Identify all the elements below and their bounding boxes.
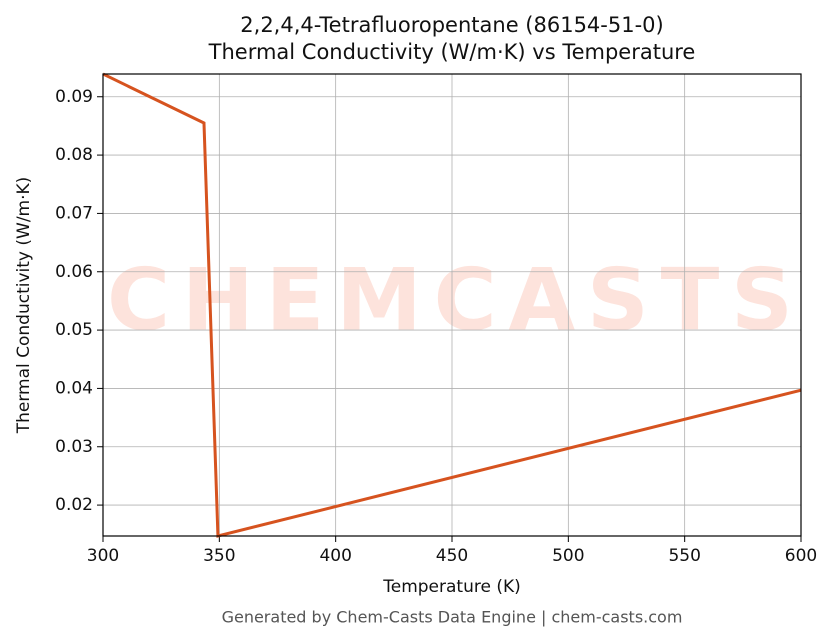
x-tick-label: 350: [203, 546, 235, 566]
y-tick-label: 0.04: [55, 378, 93, 398]
x-tick-label: 400: [319, 546, 351, 566]
y-tick-label: 0.08: [55, 145, 93, 165]
x-tick-label: 450: [436, 546, 468, 566]
plot-frame: [102, 73, 802, 537]
y-axis-label: Thermal Conductivity (W/m·K): [14, 177, 34, 435]
y-tick-label: 0.07: [55, 203, 93, 223]
data-line: [103, 72, 801, 538]
y-tick-label: 0.06: [55, 262, 93, 282]
footer: Generated by Chem-Casts Data Engine | ch…: [222, 608, 683, 627]
x-axis-label: Temperature (K): [382, 577, 521, 597]
y-tick-label: 0.05: [55, 320, 93, 340]
x-tick-label: 600: [785, 546, 817, 566]
x-tick-label: 550: [668, 546, 700, 566]
chart-title: 2,2,4,4-Tetrafluoropentane (86154-51-0): [240, 13, 663, 37]
x-tick-label: 500: [552, 546, 584, 566]
x-tick-label: 300: [87, 546, 119, 566]
watermark: CHEMCASTS: [107, 250, 797, 350]
y-tick-label: 0.02: [55, 495, 93, 515]
y-tick-label: 0.03: [55, 437, 93, 457]
y-tick-label: 0.09: [55, 87, 93, 107]
chart-subtitle: Thermal Conductivity (W/m·K) vs Temperat…: [208, 40, 696, 64]
